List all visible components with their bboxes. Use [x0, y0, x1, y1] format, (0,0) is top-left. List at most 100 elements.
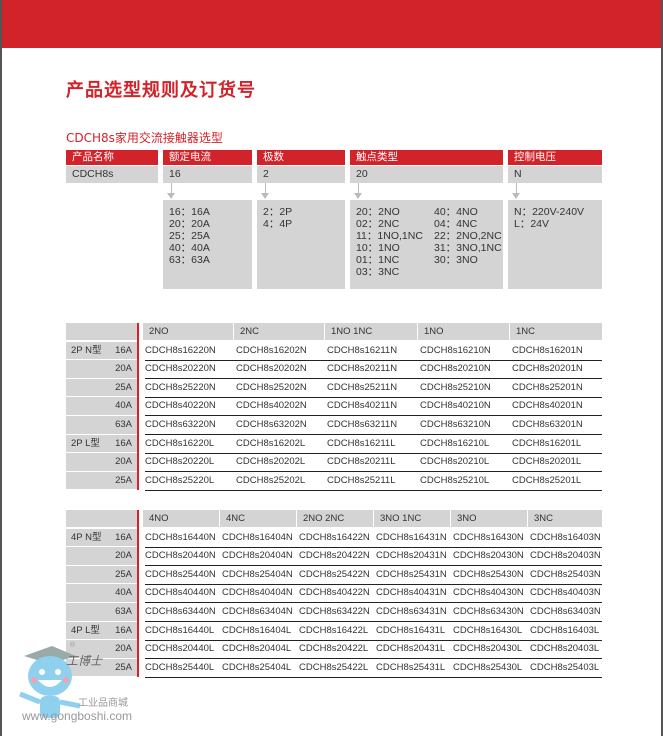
order-code[interactable]: CDCH8s16431N — [376, 531, 447, 543]
brand-url[interactable]: www.gongboshi.com — [22, 709, 133, 723]
order-code[interactable]: CDCH8s63422N — [299, 606, 370, 617]
order-code[interactable]: CDCH8s16210L — [420, 437, 490, 449]
order-code[interactable]: CDCH8s20202N — [236, 363, 307, 375]
order-code[interactable]: CDCH8s40422N — [299, 587, 370, 599]
order-code[interactable]: CDCH8s20211N — [327, 363, 398, 375]
order-code[interactable]: CDCH8s25403N — [530, 568, 601, 580]
order-code[interactable]: CDCH8s40211N — [327, 400, 398, 412]
order-code[interactable]: CDCH8s63220N — [145, 419, 216, 430]
order-code[interactable]: CDCH8s20404L — [222, 643, 292, 655]
order-code[interactable]: CDCH8s25201N — [512, 381, 583, 393]
order-code[interactable]: CDCH8s25210L — [420, 474, 490, 486]
order-code[interactable]: CDCH8s25430N — [453, 568, 524, 580]
order-code[interactable]: CDCH8s20404N — [222, 550, 293, 562]
amp-label: 16A — [115, 344, 132, 356]
order-code[interactable]: CDCH8s20403N — [530, 550, 601, 562]
order-code[interactable]: CDCH8s16211L — [327, 437, 396, 449]
order-code[interactable]: CDCH8s20440N — [145, 550, 216, 562]
order-code[interactable]: CDCH8s25430L — [453, 661, 523, 673]
order-code[interactable]: CDCH8s25431N — [376, 568, 447, 580]
table-row: 20A CDCH8s20440N CDCH8s20404N CDCH8s20422N C… — [66, 547, 602, 567]
order-code[interactable]: CDCH8s16201N — [512, 344, 583, 356]
order-code[interactable]: CDCH8s16403L — [530, 624, 600, 636]
order-code[interactable]: CDCH8s20211L — [327, 456, 396, 468]
order-code[interactable]: CDCH8s63210N — [420, 419, 491, 430]
order-code[interactable]: CDCH8s25403L — [530, 661, 600, 673]
order-code[interactable]: CDCH8s40201N — [512, 400, 583, 412]
order-code[interactable]: CDCH8s63202N — [236, 419, 307, 430]
order-code[interactable]: CDCH8s63440N — [145, 606, 216, 617]
order-code[interactable]: CDCH8s25211L — [327, 474, 396, 486]
order-code[interactable]: CDCH8s25404L — [222, 661, 292, 673]
order-code[interactable]: CDCH8s20202L — [236, 456, 306, 468]
order-code[interactable]: CDCH8s25422L — [299, 661, 369, 673]
column-header: 3NC — [528, 510, 602, 527]
order-code[interactable]: CDCH8s25202L — [236, 474, 306, 486]
order-code[interactable]: CDCH8s63404N — [222, 606, 293, 617]
order-code[interactable]: CDCH8s25440L — [145, 661, 215, 673]
order-code[interactable]: CDCH8s16220L — [145, 437, 215, 449]
order-code[interactable]: CDCH8s63431N — [376, 606, 447, 617]
order-code[interactable]: CDCH8s40202N — [236, 400, 307, 412]
order-code[interactable]: CDCH8s16201L — [512, 437, 582, 449]
order-code[interactable]: CDCH8s16430N — [453, 531, 524, 543]
order-code[interactable]: CDCH8s20440L — [145, 643, 215, 655]
order-code[interactable]: CDCH8s16422L — [299, 624, 369, 636]
order-code[interactable]: CDCH8s40430N — [453, 587, 524, 599]
order-code[interactable]: CDCH8s25211N — [327, 381, 398, 393]
order-code[interactable]: CDCH8s25210N — [420, 381, 491, 393]
row-label: 25A — [66, 658, 137, 677]
order-code[interactable]: CDCH8s40220N — [145, 400, 216, 412]
order-code[interactable]: CDCH8s20431N — [376, 550, 447, 562]
order-code[interactable]: CDCH8s16404N — [222, 531, 293, 543]
order-code[interactable]: CDCH8s25220N — [145, 381, 216, 393]
order-code[interactable]: CDCH8s25202N — [236, 381, 307, 393]
order-code[interactable]: CDCH8s40404N — [222, 587, 293, 599]
watermark: 工博士 ® 工业品商城 www.gongboshi.com — [0, 640, 200, 736]
order-code[interactable]: CDCH8s25440N — [145, 568, 216, 580]
order-code[interactable]: CDCH8s20430L — [453, 643, 523, 655]
order-code[interactable]: CDCH8s40403N — [530, 587, 601, 599]
order-code[interactable]: CDCH8s63403N — [530, 606, 601, 617]
order-code[interactable]: CDCH8s16210N — [420, 344, 491, 356]
options-list: 16：16A 20：20A 25：25A 40：40A 63：63A — [169, 206, 210, 266]
order-code[interactable]: CDCH8s20201N — [512, 363, 583, 375]
order-code[interactable]: CDCH8s16202L — [236, 437, 306, 449]
order-code[interactable]: CDCH8s40431N — [376, 587, 447, 599]
order-code[interactable]: CDCH8s25431L — [376, 661, 446, 673]
option-item: 2：2P — [263, 206, 293, 218]
order-code[interactable]: CDCH8s63201N — [512, 419, 583, 430]
order-code[interactable]: CDCH8s20201L — [512, 456, 582, 468]
order-code[interactable]: CDCH8s20403L — [530, 643, 600, 655]
order-code[interactable]: CDCH8s16404L — [222, 624, 292, 636]
order-code[interactable]: CDCH8s25220L — [145, 474, 215, 486]
order-code[interactable]: CDCH8s20430N — [453, 550, 524, 562]
order-code[interactable]: CDCH8s16220N — [145, 344, 216, 356]
order-code[interactable]: CDCH8s25404N — [222, 568, 293, 580]
order-code[interactable]: CDCH8s20220N — [145, 363, 216, 375]
order-code[interactable]: CDCH8s20220L — [145, 456, 215, 468]
order-code[interactable]: CDCH8s25422N — [299, 568, 370, 580]
order-code[interactable]: CDCH8s16202N — [236, 344, 307, 356]
order-code[interactable]: CDCH8s25201L — [512, 474, 582, 486]
order-code[interactable]: CDCH8s40440N — [145, 587, 216, 599]
red-divider — [137, 323, 139, 491]
amp-label: 20A — [115, 363, 132, 375]
order-code[interactable]: CDCH8s20210L — [420, 456, 490, 468]
order-code[interactable]: CDCH8s20422N — [299, 550, 370, 562]
order-code[interactable]: CDCH8s20431L — [376, 643, 446, 655]
order-code[interactable]: CDCH8s16403N — [530, 531, 601, 543]
order-code[interactable]: CDCH8s63211N — [327, 419, 398, 430]
order-code[interactable]: CDCH8s40210N — [420, 400, 491, 412]
order-code[interactable]: CDCH8s63430N — [453, 606, 524, 617]
order-code[interactable]: CDCH8s16440N — [145, 531, 216, 543]
amp-label: 25A — [115, 661, 132, 673]
order-code[interactable]: CDCH8s20422L — [299, 643, 369, 655]
table-row: 25A CDCH8s25220L CDCH8s25202L CDCH8s25211L C… — [66, 471, 602, 491]
order-code[interactable]: CDCH8s16440L — [145, 624, 215, 636]
order-code[interactable]: CDCH8s16422N — [299, 531, 370, 543]
order-code[interactable]: CDCH8s16430L — [453, 624, 523, 636]
order-code[interactable]: CDCH8s16431L — [376, 624, 446, 636]
order-code[interactable]: CDCH8s16211N — [327, 344, 398, 356]
order-code[interactable]: CDCH8s20210N — [420, 363, 491, 375]
